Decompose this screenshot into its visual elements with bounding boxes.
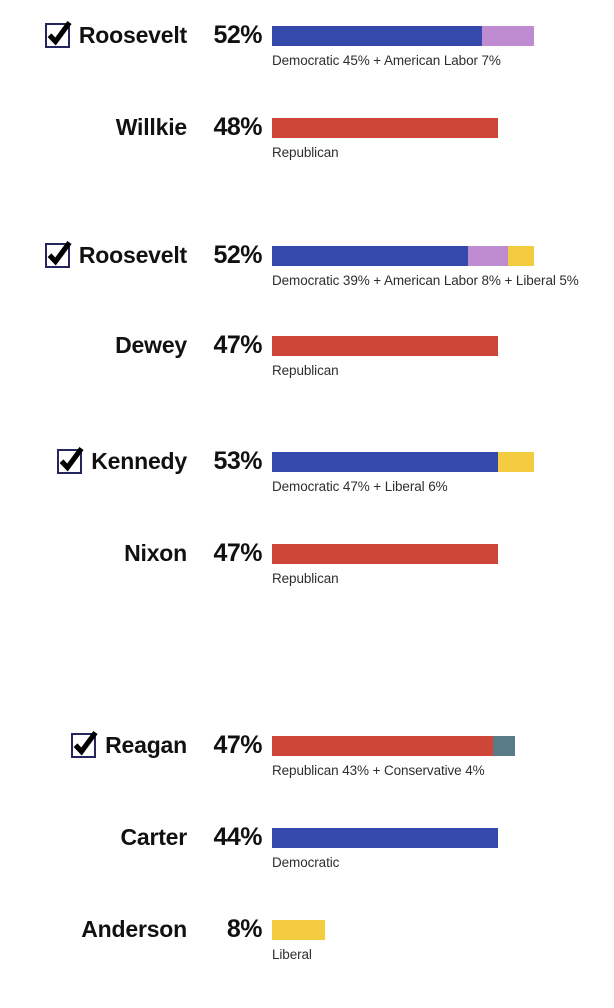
candidate-percent: 8% (226, 914, 263, 943)
candidate-name: Carter (120, 823, 187, 850)
candidate-bar (272, 246, 534, 266)
bar-sublabel: Democratic 39% + American Labor 8% + Lib… (272, 273, 579, 288)
candidate-bar (272, 828, 498, 848)
candidate-name-cell: Kennedy (0, 444, 187, 478)
bar-sublabel: Republican (272, 571, 339, 586)
candidate-row: Carter 44% Democratic (0, 820, 614, 882)
candidate-percent: 48% (213, 112, 262, 141)
bar-segment-democratic (272, 246, 468, 266)
candidate-name-cell: Reagan (0, 728, 187, 762)
bar-sublabel: Republican 43% + Conservative 4% (272, 763, 485, 778)
candidate-bar (272, 336, 498, 356)
candidate-name: Nixon (124, 539, 187, 566)
candidate-name-cell: Willkie (0, 110, 187, 144)
bar-segment-republican (272, 118, 498, 138)
bar-sublabel: Republican (272, 363, 339, 378)
candidate-row: Dewey 47% Republican (0, 328, 614, 390)
candidate-name: Anderson (81, 915, 187, 942)
candidate-name: Willkie (115, 113, 187, 140)
checked-checkbox-icon[interactable] (56, 446, 86, 476)
bar-segment-democratic (272, 452, 498, 472)
candidate-name: Reagan (105, 731, 187, 758)
candidate-percent: 47% (213, 538, 262, 567)
bar-segment-american-labor (482, 26, 534, 46)
candidate-name-cell: Nixon (0, 536, 187, 570)
checked-checkbox-icon[interactable] (44, 20, 74, 50)
bar-segment-liberal (498, 452, 534, 472)
bar-segment-republican (272, 336, 498, 356)
bar-segment-republican (272, 736, 493, 756)
candidate-name-cell: Carter (0, 820, 187, 854)
candidate-percent: 47% (213, 730, 262, 759)
bar-segment-american-labor (468, 246, 508, 266)
bar-segment-democratic (272, 828, 498, 848)
candidate-percent: 53% (213, 446, 262, 475)
candidate-bar (272, 544, 498, 564)
candidate-bar (272, 736, 515, 756)
candidate-name: Kennedy (91, 447, 187, 474)
candidate-name-cell: Roosevelt (0, 238, 187, 272)
candidate-row: Anderson 8% Liberal (0, 912, 614, 974)
bar-sublabel: Democratic (272, 855, 340, 870)
candidate-bar (272, 26, 534, 46)
candidate-bar (272, 920, 325, 940)
bar-segment-liberal (272, 920, 325, 940)
bar-segment-liberal (508, 246, 534, 266)
checked-checkbox-icon[interactable] (70, 730, 100, 760)
candidate-percent: 52% (213, 20, 262, 49)
candidate-bar (272, 118, 498, 138)
bar-sublabel: Democratic 47% + Liberal 6% (272, 479, 448, 494)
candidate-row: Nixon 47% Republican (0, 536, 614, 598)
bar-sublabel: Democratic 45% + American Labor 7% (272, 53, 501, 68)
candidate-name-cell: Anderson (0, 912, 187, 946)
candidate-bar (272, 452, 534, 472)
candidate-percent: 44% (213, 822, 262, 851)
candidate-name-cell: Dewey (0, 328, 187, 362)
candidate-row: Willkie 48% Republican (0, 110, 614, 172)
bar-segment-conservative (493, 736, 515, 756)
candidate-percent: 52% (213, 240, 262, 269)
bar-segment-republican (272, 544, 498, 564)
candidate-row: Reagan 47% Republican 43% + Conservative 4… (0, 728, 614, 790)
candidate-name: Roosevelt (78, 241, 187, 268)
candidate-percent: 47% (213, 330, 262, 359)
checked-checkbox-icon[interactable] (44, 240, 74, 270)
candidate-name-cell: Roosevelt (0, 18, 187, 52)
candidate-row: Roosevelt 52% Democratic 39% + American La… (0, 238, 614, 300)
candidate-name: Roosevelt (78, 21, 187, 48)
bar-sublabel: Republican (272, 145, 339, 160)
candidate-row: Roosevelt 52% Democratic 45% + American La… (0, 18, 614, 80)
bar-sublabel: Liberal (272, 947, 312, 962)
bar-segment-democratic (272, 26, 482, 46)
candidate-name: Dewey (115, 331, 187, 358)
candidate-row: Kennedy 53% Democratic 47% + Liberal 6% (0, 444, 614, 506)
